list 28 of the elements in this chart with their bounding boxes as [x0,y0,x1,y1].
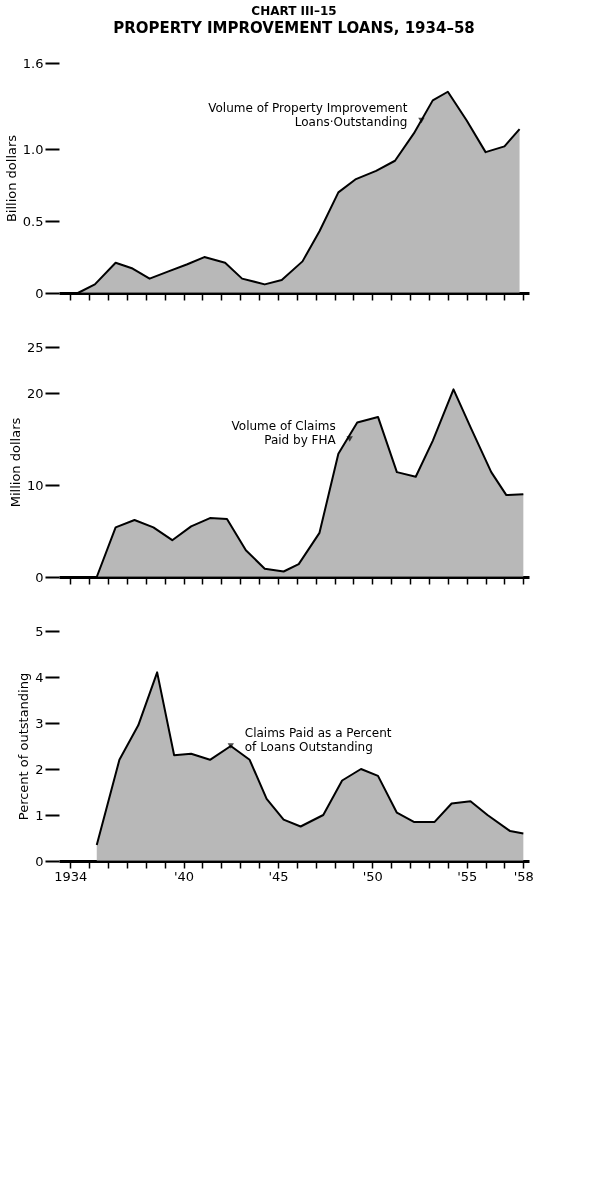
x-tick-label: '58 [513,868,534,884]
y-tick-label: 20 [26,385,44,401]
y-tick-label: 3 [35,715,44,731]
x-tick-label: 1934 [54,868,88,884]
y-axis-title: Percent of outstanding [16,672,32,821]
y-tick-label: 10 [26,477,44,493]
chart-title: CHART III–15 [251,4,337,18]
x-tick-label: '55 [457,868,478,884]
y-tick-label: 1.6 [22,55,44,71]
y-axis-title: Billion dollars [3,134,19,223]
y-tick-label: 0 [35,853,44,869]
y-tick-label: 0.5 [22,213,44,229]
x-tick-label: '40 [174,868,195,884]
y-tick-label: 5 [35,623,44,639]
y-tick-label: 1 [35,807,44,823]
annotation: Claims Paid as a Percent of Loans Outstanding [244,726,392,754]
annotation: Volume of Claims Paid by FHA [231,419,337,447]
annotation: Volume of Property Improvement Loans·Outstanding [208,100,408,129]
y-tick-label: 1.0 [22,141,44,157]
y-tick-label: 2 [35,761,44,777]
x-tick-label: '50 [362,868,383,884]
y-tick-label: 25 [26,339,44,355]
chart-subtitle: PROPERTY IMPROVEMENT LOANS, 1934–58 [113,19,475,37]
y-tick-label: 0 [35,569,44,585]
y-tick-label: 0 [35,285,44,301]
y-axis-title: Million dollars [7,417,23,508]
y-tick-label: 4 [35,669,44,685]
x-tick-label: '45 [268,868,289,884]
